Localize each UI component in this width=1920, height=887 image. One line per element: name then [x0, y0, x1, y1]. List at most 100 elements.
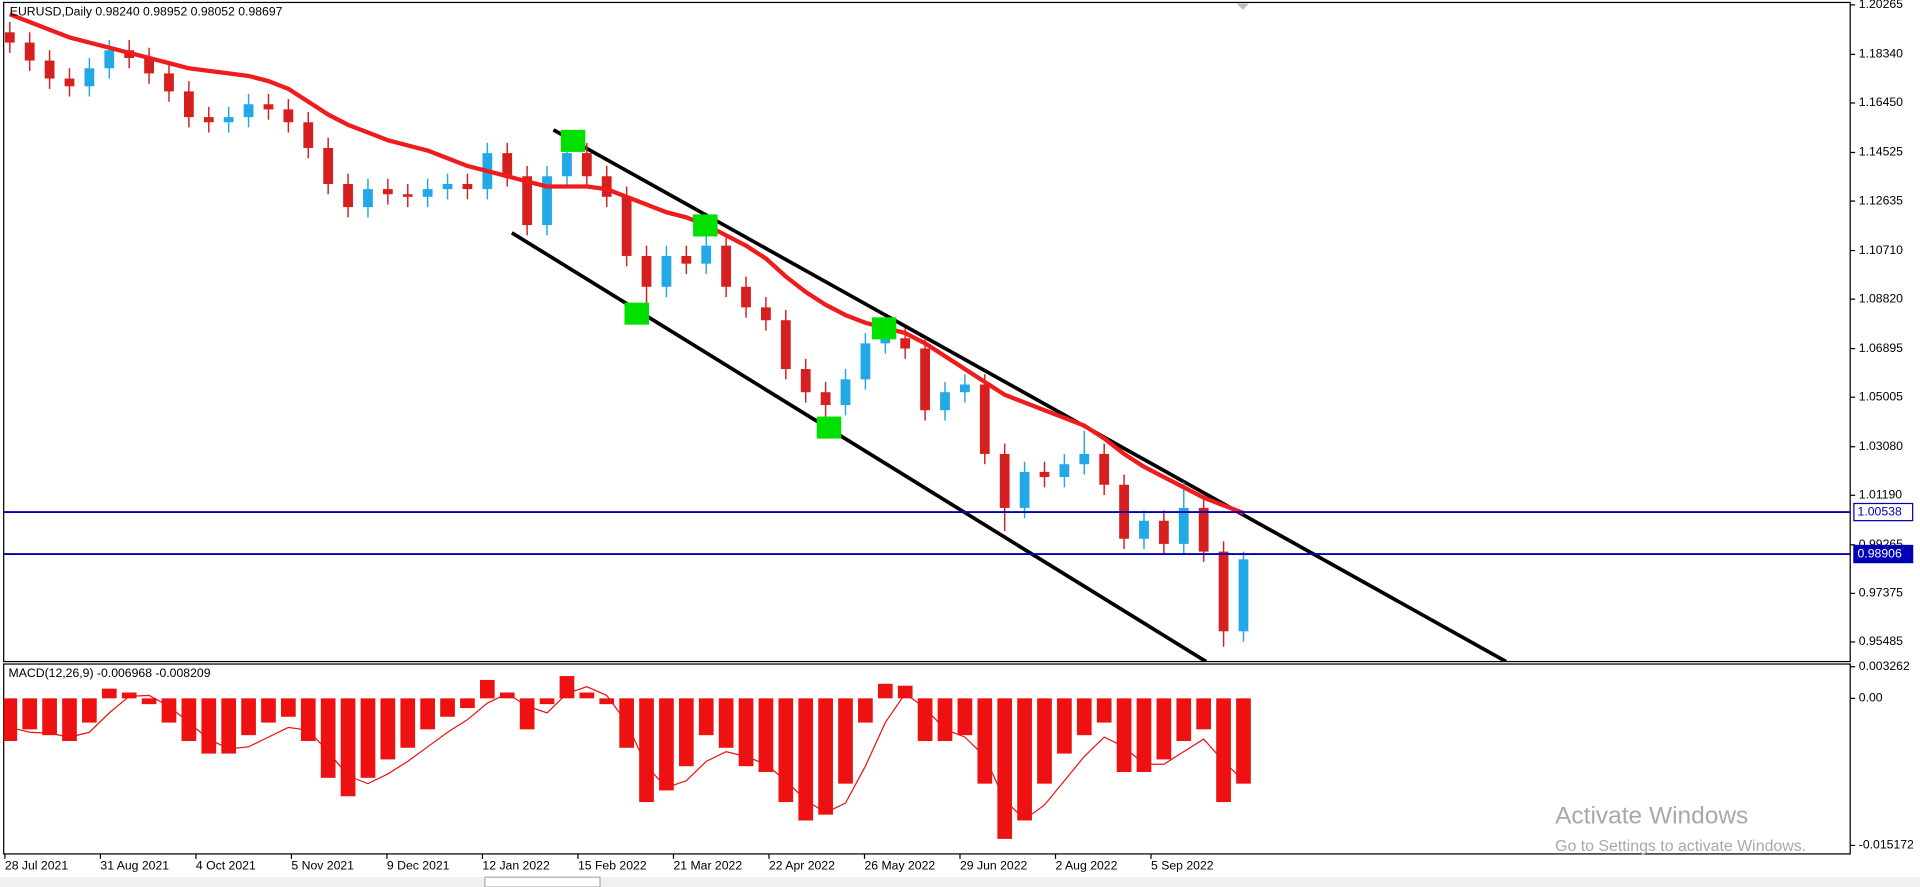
macd-bar	[181, 698, 197, 741]
candle-body	[203, 117, 214, 123]
macd-bar	[1156, 698, 1172, 760]
macd-bar	[678, 698, 694, 767]
macd-bar	[519, 698, 535, 730]
candle-body	[223, 117, 234, 123]
candle-body	[1099, 453, 1110, 485]
x-tick-label: 15 Feb 2022	[578, 858, 647, 872]
candle-body	[343, 183, 353, 208]
pivot-box	[624, 302, 649, 325]
x-tick-label: 29 Jun 2022	[960, 858, 1028, 872]
macd-bar	[360, 698, 376, 778]
watermark-subtitle: Go to Settings to activate Windows.	[1555, 838, 1806, 855]
candle-body	[820, 392, 831, 406]
x-tick-label: 2 Aug 2022	[1056, 858, 1118, 872]
pivot-box	[560, 129, 586, 152]
candle-body	[363, 189, 373, 208]
macd-bar	[261, 698, 276, 723]
macd-bar	[1176, 698, 1192, 741]
macd-bar	[1017, 698, 1032, 821]
y-tick-label: 1.10710	[1859, 243, 1903, 257]
y-tick-label: 1.06895	[1859, 341, 1903, 355]
macd-bar	[300, 698, 316, 741]
axes: 1.20265 1.18340 1.16450 1.14525 1.12635 1.107…	[4, 0, 1914, 872]
candle-body	[442, 183, 453, 190]
y-tick-label: 0.00	[1859, 691, 1883, 705]
macd-bar	[639, 698, 654, 803]
candle-body	[462, 183, 473, 190]
candle-body	[681, 255, 692, 264]
macd-bar	[937, 698, 953, 741]
y-tick-label: 1.01190	[1859, 488, 1903, 502]
macd-bar	[897, 685, 913, 699]
macd-bar	[1057, 698, 1072, 754]
x-tick-label: 26 May 2022	[864, 858, 935, 872]
macd-bar	[121, 692, 137, 699]
x-tick-label: 21 Mar 2022	[673, 858, 742, 872]
candle-body	[1019, 471, 1030, 508]
candle-body	[562, 153, 572, 177]
macd-bar	[858, 698, 873, 723]
macd-bar	[718, 698, 734, 748]
y-tick-label: 0.95485	[1859, 634, 1903, 648]
tab-strip	[0, 877, 1920, 887]
candle-body	[283, 109, 294, 123]
tab[interactable]	[484, 876, 601, 887]
candle-body	[144, 57, 154, 74]
shift-marker	[1236, 3, 1249, 10]
x-tick-label: 22 Apr 2022	[769, 858, 835, 872]
macd-bar	[499, 692, 515, 699]
macd-bar	[480, 679, 495, 699]
macd-bar	[698, 698, 714, 736]
candle-body	[183, 91, 194, 118]
macd-bar	[559, 676, 575, 699]
candle-body	[780, 320, 791, 370]
candle-body	[721, 245, 732, 287]
macd-bar	[241, 698, 256, 736]
y-tick-label: -0.015172	[1859, 838, 1914, 852]
candle-body	[164, 73, 174, 92]
macd-bar	[340, 698, 356, 797]
y-tick-label: 1.16450	[1859, 95, 1903, 109]
macd-bar	[101, 688, 117, 699]
macd-bar	[400, 698, 416, 748]
macd-bar	[380, 698, 396, 760]
pivot-box	[693, 214, 718, 237]
candle-body	[422, 189, 433, 197]
tab-bar	[0, 876, 1920, 887]
macd-bar	[281, 698, 296, 717]
candle-body	[979, 384, 990, 454]
candle-body	[64, 78, 75, 87]
candle-body	[323, 147, 334, 184]
candle-body	[701, 245, 712, 264]
macd-bar	[659, 698, 674, 791]
candle-body	[1238, 559, 1249, 632]
x-tick-label: 5 Sep 2022	[1151, 858, 1214, 872]
candle-body	[1139, 520, 1149, 539]
candle-body	[84, 68, 95, 87]
candle-body	[4, 32, 15, 43]
candle-body	[1178, 507, 1189, 544]
candle-body	[1079, 453, 1090, 465]
chart-title: EURUSD,Daily 0.98240 0.98952 0.98052 0.9…	[10, 4, 283, 18]
macd-bar	[420, 698, 435, 730]
x-tick-label: 4 Oct 2021	[196, 858, 256, 872]
macd-bar	[579, 692, 595, 699]
macd-bar	[1196, 698, 1212, 730]
macd-bar	[440, 698, 455, 717]
y-tick-label: 1.20265	[1859, 0, 1903, 11]
moving-average	[9, 12, 1245, 516]
candle-body	[24, 42, 35, 61]
y-tick-label: 1.18340	[1859, 47, 1903, 61]
macd-bar	[778, 698, 794, 803]
x-tick-label: 9 Dec 2021	[387, 858, 450, 872]
candle-body	[44, 60, 55, 79]
macd-bar	[201, 698, 217, 754]
x-tick-label: 28 Jul 2021	[5, 858, 68, 872]
x-tick-label: 5 Nov 2021	[291, 858, 354, 872]
pivots	[560, 129, 897, 439]
macd-bar	[1136, 698, 1152, 773]
candle-body	[601, 176, 612, 197]
watermark-title: Activate Windows	[1555, 803, 1748, 830]
candle-body	[1039, 471, 1050, 478]
